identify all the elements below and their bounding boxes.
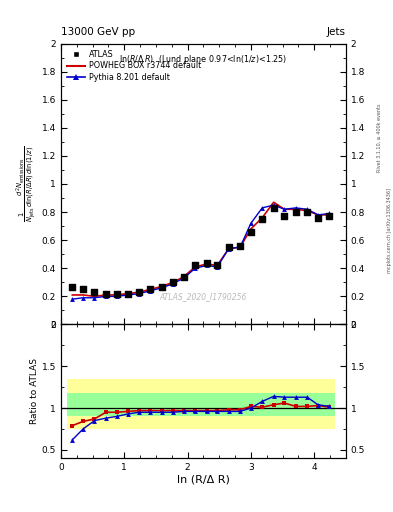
Point (69, 283, 75, 291)
Legend: ATLAS, POWHEG BOX r3744 default, Pythia 8.201 default: ATLAS, POWHEG BOX r3744 default, Pythia … (65, 48, 204, 84)
Y-axis label: Ratio to ATLAS: Ratio to ATLAS (30, 358, 39, 424)
Point (204, 259, 210, 267)
Text: mcplots.cern.ch [arXiv:1306.3436]: mcplots.cern.ch [arXiv:1306.3436] (387, 188, 391, 273)
Point (147, 285, 153, 293)
Point (91, 288, 97, 296)
Text: Jets: Jets (327, 27, 346, 37)
Point (170, 278, 176, 286)
Point (237, 242, 243, 250)
Point (304, 208, 310, 216)
Text: Rivet 3.1.10, ≥ 400k events: Rivet 3.1.10, ≥ 400k events (377, 104, 382, 173)
X-axis label: ln (R/Δ R): ln (R/Δ R) (177, 475, 230, 485)
Y-axis label: $\frac{1}{N_{\mathrm{jets}}}\frac{d^2 N_{\mathrm{emissions}}}{d\ln(R/\Delta R)\,: $\frac{1}{N_{\mathrm{jets}}}\frac{d^2 N_… (14, 145, 37, 222)
Point (270, 204, 277, 212)
Text: $\ln(R/\Delta\,R)$  (Lund plane 0.97<$\ln(1/z)$<1.25): $\ln(R/\Delta\,R)$ (Lund plane 0.97<$\ln… (119, 53, 287, 67)
Point (114, 289, 120, 297)
Point (125, 289, 131, 297)
Point (259, 215, 265, 223)
Point (293, 208, 299, 216)
Point (226, 243, 232, 251)
Point (214, 261, 220, 269)
Point (192, 261, 198, 269)
Point (181, 272, 187, 281)
Point (103, 289, 109, 297)
Text: 13000 GeV pp: 13000 GeV pp (61, 27, 135, 37)
Point (248, 228, 254, 236)
Point (136, 288, 143, 296)
Point (80, 285, 86, 293)
Text: ATLAS_2020_I1790256: ATLAS_2020_I1790256 (160, 292, 247, 301)
Point (326, 212, 332, 220)
Point (158, 283, 165, 291)
Point (315, 214, 321, 222)
Point (281, 212, 288, 220)
